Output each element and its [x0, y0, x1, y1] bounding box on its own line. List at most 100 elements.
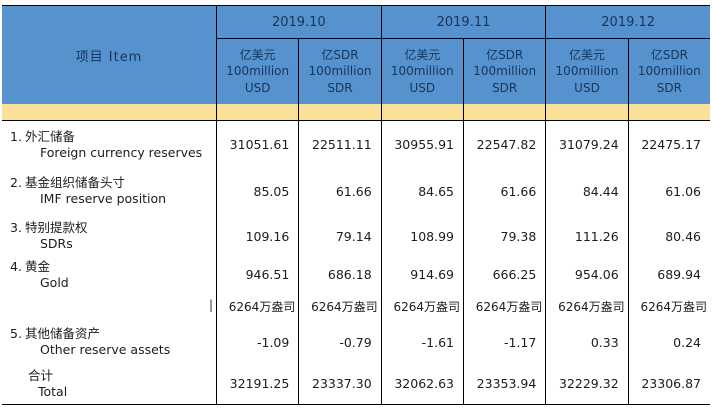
label-cn: 黄金: [25, 258, 51, 274]
value-cell: 686.18: [298, 258, 380, 291]
label-cn: 基金组织储备头寸: [25, 175, 126, 190]
row-number: 3.: [10, 220, 22, 235]
gold-ounces-cell: 6264万盎司: [627, 291, 710, 321]
unit-line: 100million: [555, 64, 619, 79]
value-cell: 32191.25: [216, 363, 298, 404]
value-cell: 689.94: [627, 258, 710, 291]
value-cell: 23306.87: [627, 363, 710, 404]
unit-line: USD: [409, 80, 436, 95]
row-label-cn: 4. 黄金: [10, 259, 216, 275]
row-label-en: Other reserve assets: [40, 342, 171, 357]
value-cell: -1.09: [216, 321, 298, 363]
unit-line: 100million: [637, 64, 701, 79]
value-cell: 0.24: [627, 321, 710, 363]
label-cn: 合计: [28, 367, 54, 383]
row-label-en: IMF reserve position: [40, 191, 167, 206]
gold-ounces-cell: 6264万盎司: [380, 291, 463, 321]
item-column-header: 项目 Item: [2, 6, 216, 104]
value-cell: 22547.82: [463, 121, 545, 168]
value-cell: 666.25: [463, 258, 545, 291]
label-cn: 外汇储备: [25, 128, 76, 144]
label-cn: 其他储备资产: [25, 326, 101, 341]
row-label: 1. 外汇储备 Foreign currency reserves: [2, 121, 216, 168]
value-cell: 30955.91: [380, 121, 463, 168]
value-cell: 914.69: [380, 258, 463, 291]
row-label-cn: 2. 基金组织储备头寸: [10, 175, 216, 191]
gold-ounces-cell: 6264万盎司: [216, 291, 298, 321]
row-label-en: Total: [38, 383, 68, 399]
unit-line: 亿美元: [568, 48, 605, 63]
unit-header-usd: 亿美元 100million USD: [380, 39, 463, 104]
value-cell: 108.99: [380, 214, 463, 258]
value-cell: 61.66: [463, 168, 545, 214]
value-cell: 31079.24: [545, 121, 627, 168]
value-cell: -1.17: [463, 321, 545, 363]
value-cell: 0.33: [545, 321, 627, 363]
row-label: 3. 特别提款权 SDRs: [2, 214, 216, 258]
unit-line: 亿美元: [239, 48, 276, 63]
unit-header-sdr: 亿SDR 100million SDR: [298, 39, 381, 104]
unit-line: SDR: [492, 80, 518, 95]
row-number: 4.: [10, 258, 22, 274]
row-label: 2. 基金组织储备头寸 IMF reserve position: [2, 168, 216, 214]
value-cell: 109.16: [216, 214, 298, 258]
unit-line: SDR: [656, 80, 682, 95]
unit-header-sdr: 亿SDR 100million SDR: [627, 39, 710, 104]
stray-tick: |: [208, 298, 213, 313]
row-label: 4. 黄金 Gold: [2, 258, 216, 291]
row-label-total: 合计 Total: [2, 363, 216, 404]
value-cell: 61.66: [298, 168, 380, 214]
value-cell: 22511.11: [298, 121, 380, 168]
unit-line: 亿SDR: [486, 48, 524, 63]
value-cell: 80.46: [627, 214, 710, 258]
row-label-cn: 5. 其他储备资产: [10, 326, 216, 342]
value-cell: 32229.32: [545, 363, 627, 404]
value-cell: 79.38: [463, 214, 545, 258]
separator-band: [380, 104, 463, 121]
separator-band: [627, 104, 710, 121]
value-cell: 79.14: [298, 214, 380, 258]
unit-line: 亿SDR: [321, 48, 359, 63]
row-label-en: Foreign currency reserves: [40, 144, 203, 160]
value-cell: -0.79: [298, 321, 380, 363]
value-cell: 954.06: [545, 258, 627, 291]
period-header-2019-11: 2019.11: [380, 6, 546, 39]
value-cell: 32062.63: [380, 363, 463, 404]
unit-line: 100million: [308, 64, 372, 79]
value-cell: 23337.30: [298, 363, 380, 404]
value-cell: 61.06: [627, 168, 710, 214]
unit-line: USD: [244, 80, 271, 95]
unit-header-sdr: 亿SDR 100million SDR: [463, 39, 546, 104]
label-cn: 特别提款权: [25, 220, 88, 235]
unit-line: 亿SDR: [650, 48, 688, 63]
unit-line: 100million: [390, 64, 454, 79]
value-cell: -1.61: [380, 321, 463, 363]
unit-line: USD: [574, 80, 600, 95]
separator-band: [216, 104, 299, 121]
unit-line: 100million: [226, 64, 290, 79]
value-cell: 23353.94: [463, 363, 545, 404]
value-cell: 22475.17: [627, 121, 710, 168]
row-number: 2.: [10, 175, 22, 190]
value-cell: 111.26: [545, 214, 627, 258]
row-label-en: SDRs: [40, 236, 73, 251]
unit-header-usd: 亿美元 100million USD: [216, 39, 299, 104]
unit-line: 亿美元: [404, 48, 441, 63]
gold-ounces-cell: 6264万盎司: [463, 291, 545, 321]
value-cell: 31051.61: [216, 121, 298, 168]
unit-header-usd: 亿美元 100million USD: [545, 39, 628, 104]
row-label-en: Gold: [40, 274, 69, 290]
separator-band: [298, 104, 381, 121]
row-number: 5.: [10, 326, 22, 341]
row-label: 5. 其他储备资产 Other reserve assets: [2, 321, 216, 363]
value-cell: 84.65: [380, 168, 463, 214]
official-reserve-assets-table: 项目 Item 2019.10 2019.11 2019.12 亿美元 100m…: [2, 5, 710, 405]
period-header-2019-10: 2019.10: [216, 6, 381, 39]
separator-band: [2, 104, 216, 121]
separator-band: [545, 104, 628, 121]
gold-ounces-cell: 6264万盎司: [545, 291, 627, 321]
row-label-cn: 1. 外汇储备: [10, 129, 216, 145]
value-cell: 84.44: [545, 168, 627, 214]
unit-line: SDR: [327, 80, 353, 95]
row-number: 1.: [10, 128, 22, 144]
